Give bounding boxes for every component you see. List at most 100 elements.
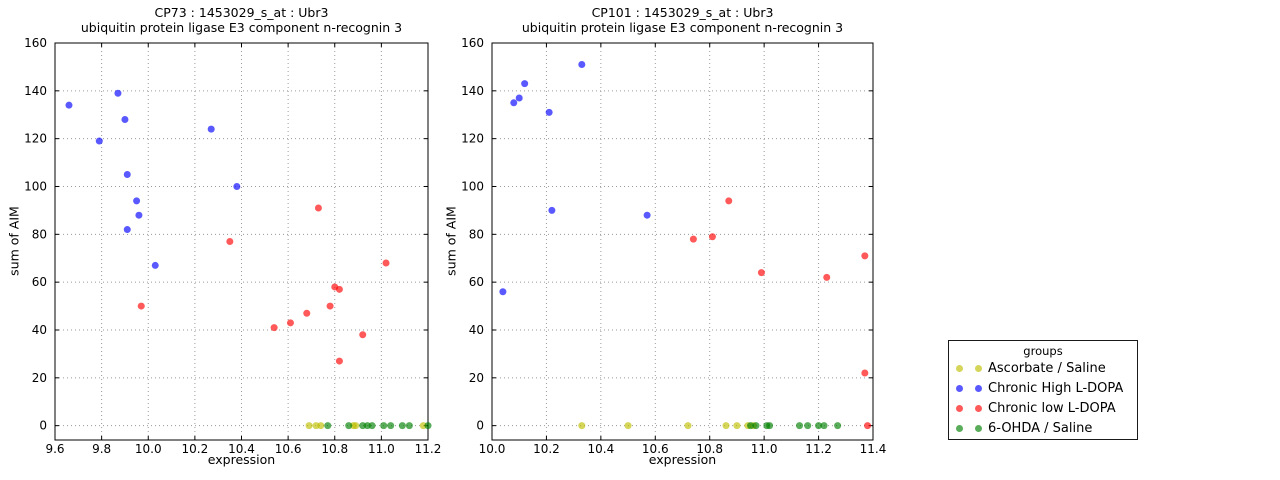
y-tick-label: 60 [469,275,484,289]
y-tick-label: 40 [469,323,484,337]
y-tick-label: 120 [461,132,484,146]
x-tick-label: 10.6 [275,442,302,456]
y-tick-label: 80 [469,227,484,241]
axes-box [54,42,429,441]
data-point [747,422,755,430]
left-x-axis-label: expression [207,452,276,467]
data-point [326,302,334,310]
x-tick-label: 10.0 [135,442,162,456]
data-point [752,422,760,430]
data-point [270,324,278,332]
left-chart-title: CP73 : 1453029_s_at : Ubr3 ubiquitin pro… [55,5,428,35]
y-tick-label: 20 [469,371,484,385]
right-y-axis-label: sum of AIM [443,206,459,276]
data-point [578,422,586,430]
y-tick-label: 60 [32,275,47,289]
y-tick-label: 80 [32,227,47,241]
data-point [359,331,367,339]
data-point [303,309,311,317]
data-point [861,252,869,260]
right-x-axis-label: expression [648,452,717,467]
data-point [324,422,332,430]
legend-marker-dot [975,404,982,412]
y-tick-label: 0 [39,419,47,433]
legend: groups Ascorbate / Saline Chronic High L-… [948,340,1138,440]
data-point [796,422,804,430]
legend-title: groups [1023,344,1063,358]
data-point [226,238,234,245]
x-tick-label: 10.8 [321,442,348,456]
data-point [286,319,294,327]
x-tick-label: 11.2 [805,442,832,456]
x-tick-label: 9.8 [92,442,111,456]
data-point [335,357,343,365]
data-point [424,422,432,430]
data-point [398,422,406,430]
data-point [133,197,141,205]
legend-entry: Chronic low L-DOPA [949,398,1137,418]
data-point [766,422,774,430]
data-point [335,285,343,293]
y-tick-label: 40 [32,323,47,337]
data-point [510,99,518,107]
x-tick-label: 11.2 [415,442,442,456]
data-point [137,302,145,310]
x-tick-label: 10.0 [479,442,506,456]
legend-entries: Ascorbate / Saline Chronic High L-DOPA Chr… [949,358,1137,438]
legend-marker-dot [956,404,963,412]
legend-entry-label: Ascorbate / Saline [988,360,1106,376]
x-tick-label: 11.0 [368,442,395,456]
data-point [305,422,313,430]
data-point [861,369,869,377]
x-tick-label: 10.2 [182,442,209,456]
data-point [548,206,556,214]
data-point [757,269,765,277]
data-point [515,94,523,102]
data-point [405,422,413,430]
data-point [380,422,388,430]
axes-box [491,42,874,441]
data-point [624,422,632,430]
y-tick-label: 0 [476,419,484,433]
data-point [352,422,360,430]
data-point [521,80,529,88]
data-point [689,235,697,243]
x-tick-label: 10.8 [696,442,723,456]
y-tick-label: 160 [461,36,484,50]
data-point [207,125,215,133]
x-tick-label: 10.4 [587,442,614,456]
y-tick-label: 100 [24,179,47,193]
legend-marker-dot [975,364,982,372]
data-point [804,422,812,430]
x-tick-label: 10.4 [228,442,255,456]
y-tick-label: 120 [24,132,47,146]
data-point [722,422,730,430]
x-tick-label: 10.6 [642,442,669,456]
x-tick-label: 11.0 [751,442,778,456]
data-point [823,273,831,281]
data-point [864,422,872,430]
legend-marker-dot [956,384,963,392]
x-tick-label: 10.2 [533,442,560,456]
data-point [820,422,828,430]
left-chart-title-line1: CP73 : 1453029_s_at : Ubr3 [154,5,329,20]
data-point [684,422,692,430]
data-point [123,226,131,234]
right-chart-title-line2: ubiquitin protein ligase E3 component n-… [521,20,844,35]
data-point [387,422,395,430]
data-point [725,197,733,205]
x-tick-label: 9.6 [45,442,64,456]
data-point [345,422,353,430]
data-point [123,171,131,179]
legend-marker-dot [975,424,982,432]
legend-marker-dot [956,364,963,372]
y-tick-label: 20 [32,371,47,385]
legend-entry: Chronic High L-DOPA [949,378,1137,398]
data-point [314,204,322,212]
data-point [135,211,143,219]
legend-entry: 6-OHDA / Saline [949,418,1137,438]
legend-marker-dot [956,424,963,432]
y-tick-label: 160 [24,36,47,50]
